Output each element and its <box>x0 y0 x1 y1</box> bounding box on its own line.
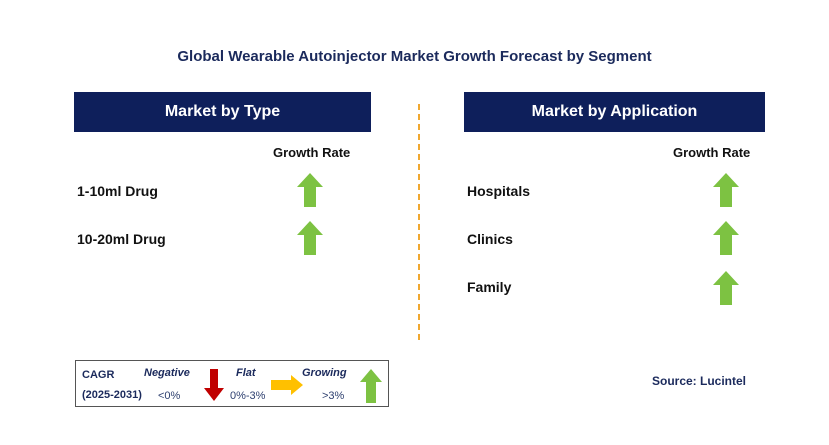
application-panel-title: Market by Application <box>531 103 698 120</box>
down-arrow-icon <box>204 369 224 401</box>
page-title: Global Wearable Autoinjector Market Grow… <box>177 48 652 65</box>
type-growth-rate-header: Growth Rate <box>273 145 351 160</box>
up-arrow-icon <box>297 173 323 207</box>
type-row-label-1: 1-10ml Drug <box>77 183 158 199</box>
legend-growing-label: Growing <box>302 367 347 379</box>
application-row-label-2: Clinics <box>467 231 513 247</box>
legend-negative-range: <0% <box>158 390 181 402</box>
up-arrow-icon <box>713 271 739 305</box>
legend-negative-label: Negative <box>144 367 190 379</box>
legend-period: (2025-2031) <box>82 389 142 401</box>
application-panel-header: Market by Application <box>464 92 765 132</box>
legend-cagr-label: CAGR <box>82 369 115 381</box>
legend-growing-range: >3% <box>322 390 345 402</box>
application-row-label-1: Hospitals <box>467 183 531 199</box>
application-growth-rate-header: Growth Rate <box>673 145 751 160</box>
up-arrow-icon <box>713 173 739 207</box>
up-arrow-icon <box>360 369 382 403</box>
legend-flat-label: Flat <box>236 367 256 379</box>
up-arrow-icon <box>713 221 739 255</box>
source-label: Source: Lucintel <box>652 374 747 388</box>
up-arrow-icon <box>297 221 323 255</box>
panel-divider <box>418 104 420 340</box>
type-row-label-2: 10-20ml Drug <box>77 231 166 247</box>
type-panel-title: Market by Type <box>164 103 281 120</box>
type-panel-header: Market by Type <box>74 92 371 132</box>
legend-flat-range: 0%-3% <box>230 390 266 402</box>
right-arrow-icon <box>271 375 303 395</box>
application-row-label-3: Family <box>467 279 512 295</box>
cagr-legend: CAGR (2025-2031) Negative <0% Flat 0%-3%… <box>75 360 389 407</box>
